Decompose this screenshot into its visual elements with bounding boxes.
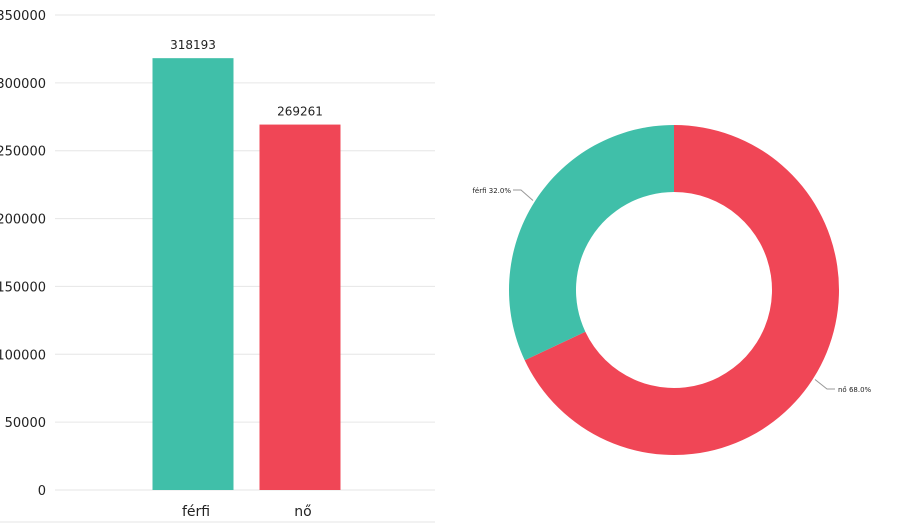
bar-ferfi — [152, 58, 234, 491]
y-tick-label: 0 — [38, 484, 46, 499]
y-tick-label: 250000 — [0, 145, 46, 160]
y-tick-label: 150000 — [0, 280, 46, 295]
leader-line-no — [814, 379, 835, 390]
y-tick-label: 200000 — [0, 213, 46, 228]
bar-no — [259, 124, 341, 491]
bar-data-label: 269261 — [277, 105, 323, 119]
slice-label-ferfi: férfi 32.0% — [472, 187, 511, 195]
y-tick-label: 100000 — [0, 348, 46, 363]
y-tick-label: 50000 — [5, 416, 46, 431]
donut-slice-ferfi — [509, 125, 674, 361]
donut-chart: férfi 32.0% nő 68.0% — [472, 125, 872, 455]
y-tick-label: 300000 — [0, 77, 46, 92]
bar-data-label: 318193 — [170, 38, 216, 52]
slice-label-no: nő 68.0% — [838, 385, 872, 394]
leader-line-ferfi — [513, 189, 534, 201]
x-tick-label: nő — [294, 504, 311, 520]
bar-chart: 0 50000 100000 150000 200000 250000 300000 3500… — [0, 9, 435, 523]
x-tick-label: férfi — [182, 504, 210, 520]
donut-slice-no — [524, 125, 839, 455]
y-tick-label: 350000 — [0, 9, 46, 24]
